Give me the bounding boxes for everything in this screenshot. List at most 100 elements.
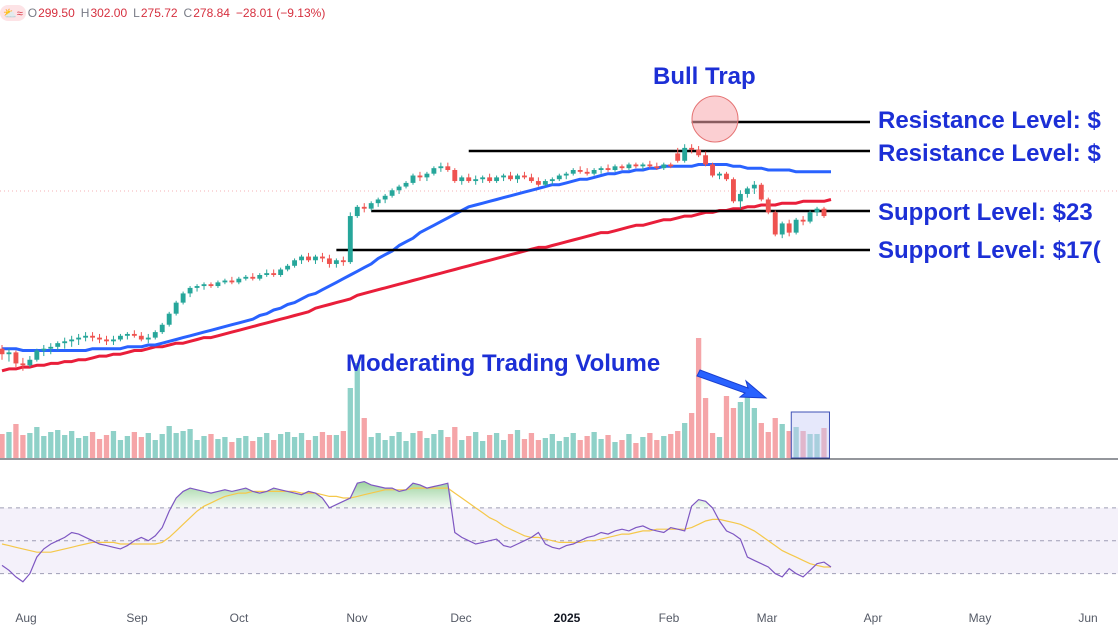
- candle-body: [187, 287, 193, 294]
- volume-bar: [257, 437, 263, 458]
- volume-bar: [354, 363, 360, 458]
- sma-200-line: [1, 198, 832, 373]
- volume-bar: [347, 388, 353, 458]
- volume-bar: [688, 413, 695, 458]
- volume-bar: [0, 434, 5, 458]
- candle-body: [807, 212, 813, 222]
- volume-highlight-box: [790, 411, 830, 459]
- volume-bar: [633, 443, 639, 458]
- low-value: L275.72: [133, 6, 178, 20]
- volume-bar: [786, 431, 792, 458]
- grid: [0, 190, 1118, 460]
- volume-bar: [69, 431, 75, 458]
- sma-50-line: [2, 163, 831, 352]
- volume-bar: [138, 437, 144, 458]
- candle-body: [577, 170, 583, 172]
- volume-bar: [744, 396, 751, 458]
- volume-bar: [584, 436, 590, 458]
- support-label-2: Support Level: $17(: [878, 237, 1101, 264]
- volume-bar: [298, 433, 305, 458]
- x-axis-label: Aug: [15, 611, 36, 625]
- candle-body: [48, 346, 54, 349]
- x-axis-label: Dec: [450, 611, 471, 625]
- volume-bar: [556, 441, 562, 458]
- volume-bar: [542, 438, 549, 458]
- candle-body: [257, 275, 263, 279]
- candle-body: [333, 260, 339, 264]
- candle-body: [27, 359, 33, 366]
- x-axis-label: Nov: [346, 611, 367, 625]
- volume-bar: [647, 433, 653, 458]
- volume-bar: [62, 435, 68, 458]
- bull-trap-circle: [691, 95, 739, 143]
- candle-body: [751, 184, 757, 189]
- candle-body: [814, 208, 820, 213]
- candle-body: [194, 286, 200, 288]
- volume-bar: [779, 424, 785, 458]
- candle-body: [612, 166, 618, 170]
- volume-bar: [103, 435, 110, 458]
- volume-bar: [605, 435, 611, 458]
- candle-body: [292, 260, 298, 266]
- candle-body: [528, 177, 534, 182]
- x-axis-label: Sep: [126, 611, 148, 625]
- candle-body: [563, 173, 569, 176]
- candle-body: [320, 256, 325, 259]
- candle-body: [403, 182, 409, 187]
- volume-bar: [737, 402, 744, 458]
- volume-bar: [382, 440, 388, 458]
- volume-bar: [110, 431, 117, 458]
- annotations: Bull Trap Resistance Level: $ Resistance L…: [346, 63, 1101, 399]
- candle-body: [710, 164, 715, 176]
- candle-body: [689, 147, 695, 150]
- candle-body: [389, 190, 395, 196]
- candle-body: [229, 280, 235, 283]
- volume-bars: [0, 338, 830, 459]
- volume-bar: [521, 439, 528, 458]
- candle-body: [556, 175, 562, 180]
- candle-body: [445, 166, 451, 170]
- sun-cloud-icon[interactable]: ⛅≈: [0, 5, 26, 21]
- volume-bar: [333, 435, 340, 458]
- volume-bar: [389, 436, 395, 458]
- volume-bar: [243, 436, 249, 458]
- candle-body: [772, 212, 778, 235]
- candle-body: [166, 313, 172, 325]
- volume-bar: [591, 432, 597, 458]
- volume-bar: [222, 437, 228, 458]
- volume-bar: [326, 435, 333, 458]
- change-value: −28.01 (−9.13%): [235, 6, 326, 20]
- rsi-line: [1, 480, 832, 583]
- candle-body: [619, 166, 625, 169]
- candle-body: [13, 352, 19, 364]
- candle-body: [20, 363, 26, 366]
- volume-bar: [668, 434, 674, 458]
- volume-bar: [180, 431, 186, 458]
- candle-body: [236, 278, 242, 283]
- volume-bar: [187, 429, 193, 458]
- candle-body: [285, 265, 291, 270]
- candle-body: [111, 339, 116, 342]
- volume-bar: [626, 434, 632, 458]
- volume-bar: [13, 424, 19, 458]
- candle-body: [152, 332, 158, 338]
- volume-bar: [500, 440, 507, 458]
- volume-bar: [368, 437, 374, 458]
- volume-bar: [82, 436, 89, 458]
- volume-bar: [772, 418, 778, 458]
- x-axis-label: Apr: [864, 611, 883, 625]
- volume-bar: [250, 441, 256, 458]
- volume-bar: [507, 434, 514, 458]
- candle-body: [633, 164, 639, 167]
- volume-bar: [480, 441, 486, 458]
- volume-bar: [514, 430, 521, 458]
- candle-body: [744, 188, 750, 194]
- volume-bar: [271, 440, 277, 458]
- volume-bar: [131, 432, 138, 458]
- candle-body: [222, 280, 228, 283]
- candle-body: [717, 173, 722, 176]
- candle-body: [410, 175, 416, 183]
- candle-body: [494, 177, 500, 182]
- candle-body: [535, 181, 541, 185]
